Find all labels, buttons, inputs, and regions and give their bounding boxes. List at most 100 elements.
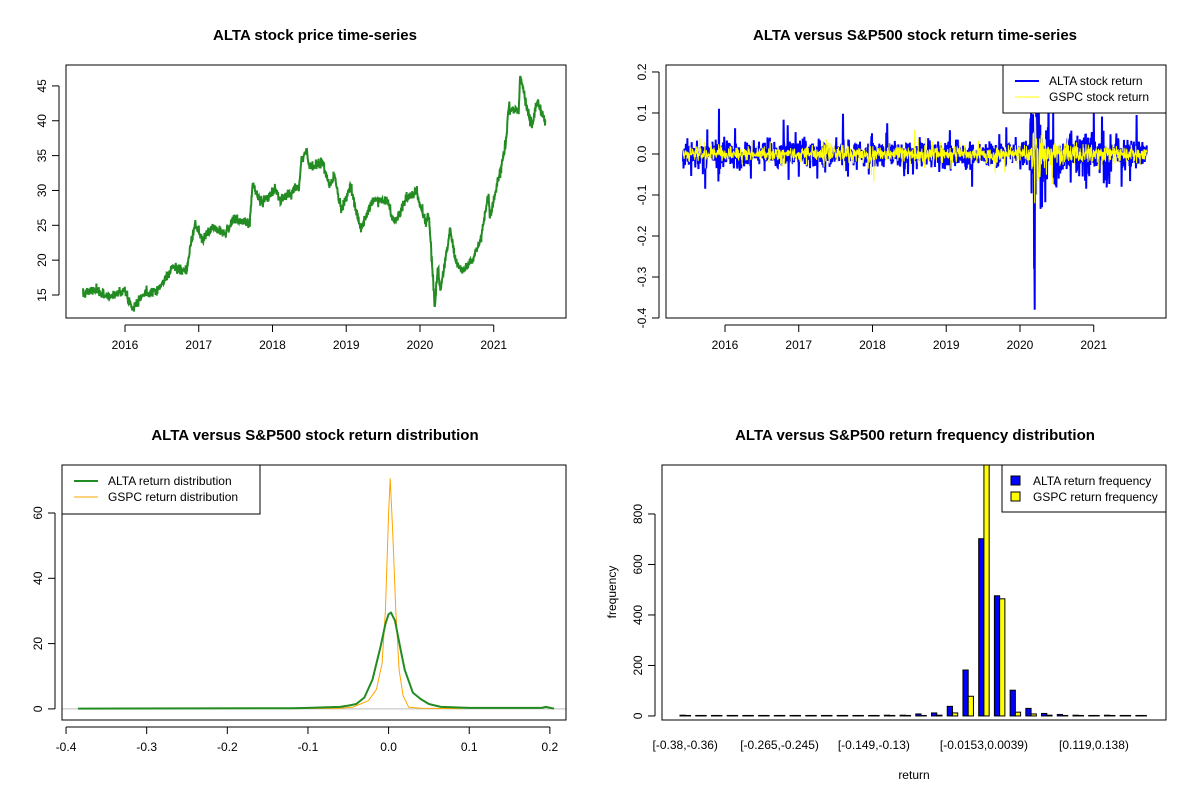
- x-tick-label: -0.3: [136, 740, 157, 754]
- alta-return-line: [682, 89, 1148, 310]
- x-tick-label: 2018: [859, 338, 886, 352]
- alta-frequency-bar: [789, 714, 796, 717]
- alta-frequency-bar: [1119, 714, 1126, 717]
- alta-density-line: [78, 611, 555, 710]
- y-axis-title: frequency: [605, 566, 619, 619]
- bin-label: [-0.0153,0.0039): [940, 738, 1028, 752]
- legend-label: GSPC stock return: [1049, 90, 1149, 104]
- gspc-frequency-bar: [904, 714, 912, 717]
- gspc-frequency-bar: [716, 714, 723, 717]
- legend-fill-swatch: [1010, 491, 1021, 502]
- alta-frequency-bar: [868, 714, 875, 717]
- y-tick-label: 20: [35, 253, 49, 267]
- legend-box: [1001, 464, 1167, 513]
- y-tick-label: 800: [631, 504, 645, 524]
- gspc-frequency-bar: [731, 714, 739, 717]
- x-axis-title: return: [898, 768, 929, 782]
- gspc-frequency-bar: [1014, 711, 1022, 717]
- y-tick-label: 20: [31, 637, 45, 651]
- chart-title: ALTA versus S&P500 stock return time-ser…: [753, 27, 1077, 44]
- alta-frequency-bar: [805, 714, 812, 717]
- y-tick-label: 0.2: [635, 63, 649, 80]
- x-tick-label: 2016: [712, 338, 739, 352]
- bin-label: [-0.38,-0.36): [653, 738, 718, 752]
- gspc-frequency-bar: [873, 714, 880, 717]
- bin-label: [-0.265,-0.245): [740, 738, 819, 752]
- y-tick-label: 0: [31, 705, 45, 712]
- gspc-frequency-bar: [1140, 714, 1147, 717]
- legend-label: ALTA return frequency: [1033, 474, 1151, 488]
- alta-frequency-bar: [962, 669, 969, 717]
- gspc-frequency-bar: [1124, 714, 1132, 717]
- gspc-frequency-bar: [700, 714, 707, 717]
- alta-frequency-bar: [773, 714, 781, 717]
- gspc-frequency-bar: [999, 598, 1006, 717]
- y-tick-label: -0.4: [635, 307, 649, 328]
- alta-frequency-bar: [1056, 713, 1064, 717]
- gspc-frequency-bar: [1046, 714, 1053, 717]
- x-tick-label: 2018: [259, 338, 286, 352]
- gspc-frequency-bar: [1062, 714, 1069, 717]
- alta-frequency-bar: [1041, 712, 1048, 717]
- alta-frequency-bar: [742, 714, 749, 717]
- alta-frequency-bar: [836, 714, 843, 717]
- gspc-frequency-bar: [951, 712, 959, 717]
- legend-label: GSPC return distribution: [108, 490, 238, 504]
- gspc-return-line: [682, 117, 1148, 204]
- legend-label: ALTA return distribution: [108, 474, 232, 488]
- alta-frequency-bar: [899, 714, 906, 717]
- alta-frequency-bar: [1088, 714, 1095, 717]
- gspc-frequency-bar: [1077, 714, 1084, 717]
- gspc-density-line: [285, 478, 462, 710]
- alta-frequency-bar: [679, 714, 686, 717]
- x-tick-label: 2020: [1007, 338, 1034, 352]
- chart-title: ALTA versus S&P500 return frequency dist…: [735, 427, 1095, 444]
- gspc-frequency-bar: [1093, 714, 1100, 717]
- price-chart: ALTA stock price time-series 2016 2017 2018…: [35, 27, 567, 352]
- y-tick-label: 40: [35, 114, 49, 128]
- x-tick-label: 2017: [785, 338, 812, 352]
- alta-frequency-bar: [758, 714, 765, 717]
- alta-frequency-bar: [820, 714, 828, 717]
- gspc-frequency-bar: [889, 714, 896, 717]
- alta-frequency-bar: [695, 714, 702, 717]
- gspc-frequency-bar: [763, 714, 770, 717]
- alta-frequency-bar: [1025, 707, 1032, 717]
- x-tick-label: 2019: [333, 338, 360, 352]
- alta-frequency-bar: [710, 714, 718, 717]
- y-tick-label: 35: [35, 149, 49, 163]
- alta-frequency-bar: [852, 714, 859, 717]
- gspc-frequency-bar: [684, 714, 691, 717]
- density-chart: ALTA versus S&P500 stock return distribu…: [31, 427, 567, 754]
- y-tick-label: 45: [35, 79, 49, 93]
- y-tick-label: 40: [31, 571, 45, 585]
- legend-label: GSPC return frequency: [1033, 490, 1158, 504]
- gspc-frequency-bar: [936, 714, 943, 717]
- gspc-frequency-bar: [810, 714, 817, 717]
- x-tick-label: -0.2: [217, 740, 238, 754]
- gspc-frequency-bar: [779, 714, 786, 717]
- gspc-frequency-bar: [967, 695, 974, 717]
- legend: ALTA stock return GSPC stock return: [1002, 64, 1167, 114]
- gspc-frequency-bar: [841, 714, 849, 717]
- y-tick-label: 0: [631, 712, 645, 719]
- legend: ALTA return distribution GSPC return dist…: [61, 464, 261, 515]
- gspc-frequency-bar: [747, 714, 754, 717]
- gspc-frequency-bar: [920, 714, 927, 717]
- x-tick-label: -0.1: [298, 740, 319, 754]
- y-tick-label: 600: [631, 554, 645, 574]
- gspc-frequency-bar: [983, 465, 990, 717]
- alta-frequency-bar: [883, 714, 891, 717]
- y-tick-label: 400: [631, 605, 645, 625]
- plot-box: [661, 464, 1167, 721]
- x-tick-label: 2021: [1080, 338, 1107, 352]
- alta-frequency-bar: [1009, 689, 1016, 717]
- alta-frequency-bar: [978, 538, 985, 717]
- chart-title: ALTA stock price time-series: [213, 27, 417, 44]
- chart-title: ALTA versus S&P500 stock return distribu…: [151, 427, 478, 444]
- x-tick-label: 2017: [185, 338, 212, 352]
- y-tick-label: -0.3: [635, 266, 649, 287]
- plot-box: [61, 464, 567, 721]
- y-tick-label: 200: [631, 655, 645, 675]
